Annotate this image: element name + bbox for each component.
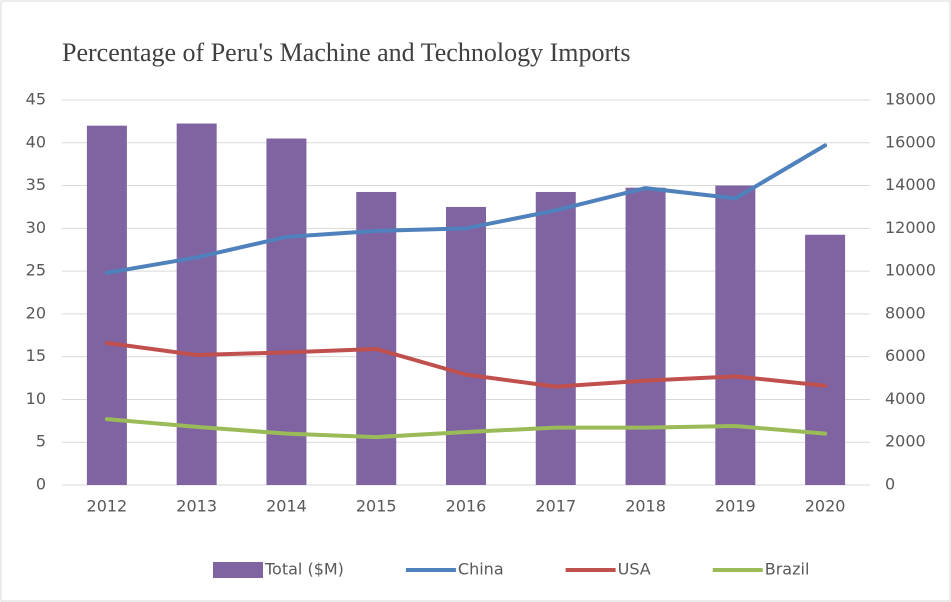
legend-label: China (458, 560, 504, 579)
y-tick-label: 40 (26, 132, 46, 151)
line-series (104, 340, 828, 389)
bar (86, 125, 127, 486)
y-tick-label: 35 (26, 175, 46, 194)
x-tick-label: 2015 (356, 497, 397, 516)
bar (535, 191, 576, 485)
y-tick-label: 0 (36, 475, 46, 494)
line-series (104, 417, 828, 440)
y2-tick-label: 4000 (885, 389, 926, 408)
bar (446, 206, 486, 485)
bar (625, 187, 666, 485)
y2-tick-label: 6000 (885, 346, 926, 365)
x-tick-label: 2017 (535, 497, 576, 516)
x-tick-label: 2019 (715, 497, 756, 516)
bar (715, 185, 756, 486)
y2-tick-label: 18000 (885, 90, 936, 109)
x-tick-label: 2016 (446, 497, 487, 516)
x-tick-label: 2020 (805, 497, 846, 516)
line-series (104, 143, 828, 275)
x-tick-label: 2018 (625, 497, 666, 516)
bar (266, 138, 307, 485)
legend-label: USA (618, 560, 651, 579)
bar (805, 234, 846, 485)
y2-tick-label: 0 (885, 475, 895, 494)
legend-swatch (213, 562, 263, 578)
y-tick-label: 20 (26, 303, 46, 322)
y2-tick-label: 10000 (885, 261, 936, 280)
y2-tick-label: 8000 (885, 303, 926, 322)
y2-tick-label: 12000 (885, 218, 936, 237)
y2-tick-label: 14000 (885, 175, 936, 194)
y-tick-label: 30 (26, 218, 46, 237)
legend-label: Total ($M) (264, 560, 344, 579)
y-tick-label: 15 (26, 346, 46, 365)
bar (176, 123, 217, 486)
chart-title: Percentage of Peru's Machine and Technol… (62, 38, 630, 67)
y-tick-label: 45 (26, 90, 46, 109)
y-tick-label: 25 (26, 261, 46, 280)
y2-tick-label: 16000 (885, 132, 936, 151)
y2-tick-label: 2000 (885, 432, 926, 451)
legend-label: Brazil (765, 560, 810, 579)
x-tick-label: 2012 (87, 497, 128, 516)
y-tick-label: 10 (26, 389, 46, 408)
x-tick-label: 2014 (266, 497, 307, 516)
y-tick-label: 5 (36, 432, 46, 451)
bar (356, 191, 397, 485)
x-tick-label: 2013 (176, 497, 217, 516)
